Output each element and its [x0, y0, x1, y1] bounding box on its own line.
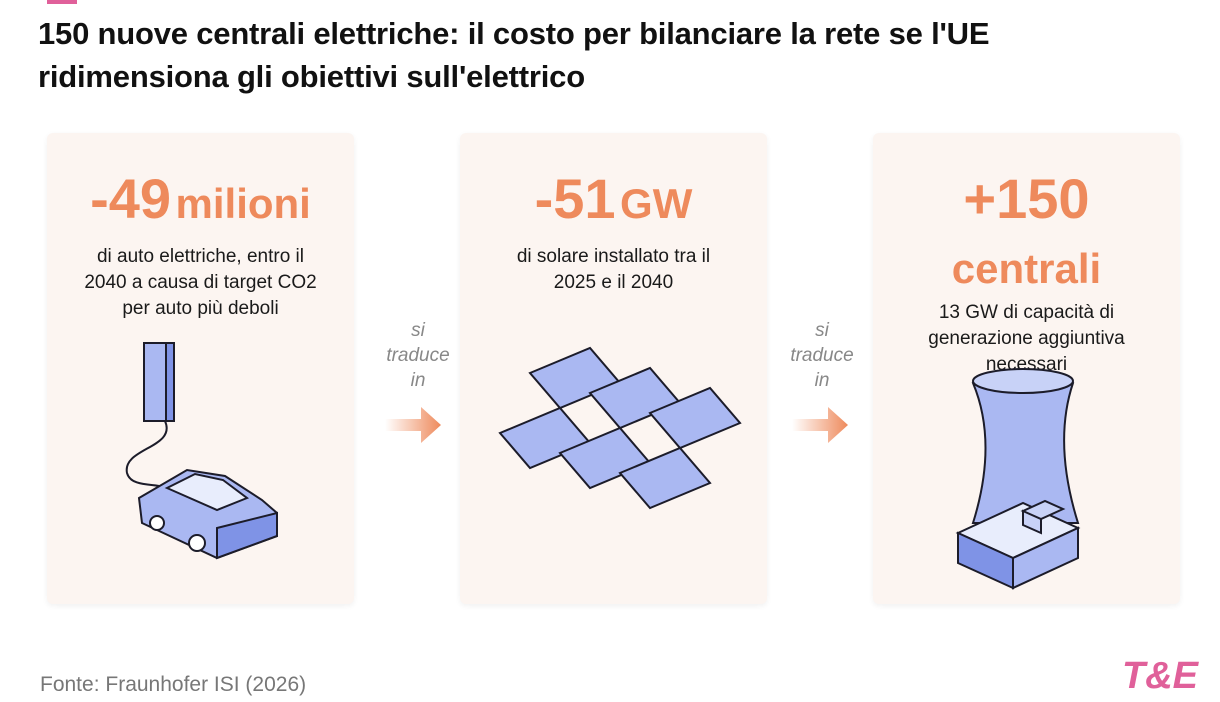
line: traduce [386, 345, 450, 366]
figure: -51 [534, 167, 616, 230]
line: si [815, 320, 829, 341]
figure: -49 [90, 167, 172, 230]
headline: +150 centrali [873, 169, 1180, 294]
line: 2040 a causa di target CO2 [84, 272, 317, 293]
unit: milioni [175, 180, 311, 227]
line: di auto elettriche, entro il [96, 246, 304, 267]
description: di solare installato tra il 2025 e il 20… [460, 244, 767, 296]
card: +150 centrali 13 GW di capacità di gener… [873, 133, 1180, 604]
line: di solare installato tra il [516, 246, 711, 267]
accent-bar [47, 0, 77, 4]
unit: centrali [951, 245, 1102, 292]
arrow [385, 407, 441, 443]
line: in [410, 370, 426, 391]
line: generazione aggiuntiva [928, 328, 1125, 349]
arrow [792, 407, 848, 443]
unit: GW [620, 180, 693, 227]
line: 2025 e il 2040 [553, 272, 674, 293]
figure: +150 [963, 167, 1090, 230]
line: si [411, 320, 425, 341]
title: 150 nuove centrali elettriche: il costo … [38, 16, 990, 94]
description: di auto elettriche, entro il 2040 a caus… [47, 244, 354, 322]
connector-text: si traduce in [782, 318, 862, 393]
logo: T&E [1122, 655, 1198, 697]
car-illustration [125, 342, 278, 560]
card: -51 GW di solare installato tra il 2025 … [460, 133, 767, 604]
powerplant-illustration [955, 368, 1081, 590]
source: Fonte: Fraunhofer ISI (2026) [40, 673, 307, 696]
connector-text: si traduce in [378, 318, 458, 393]
line: per auto più deboli [122, 298, 279, 319]
line: traduce [790, 345, 854, 366]
solar-illustration [498, 346, 742, 510]
headline: -49 milioni [47, 169, 354, 244]
card: -49 milioni di auto elettriche, entro il… [47, 133, 354, 604]
line: in [814, 370, 830, 391]
headline: -51 GW [460, 169, 767, 244]
line: 13 GW di capacità di [938, 302, 1115, 323]
